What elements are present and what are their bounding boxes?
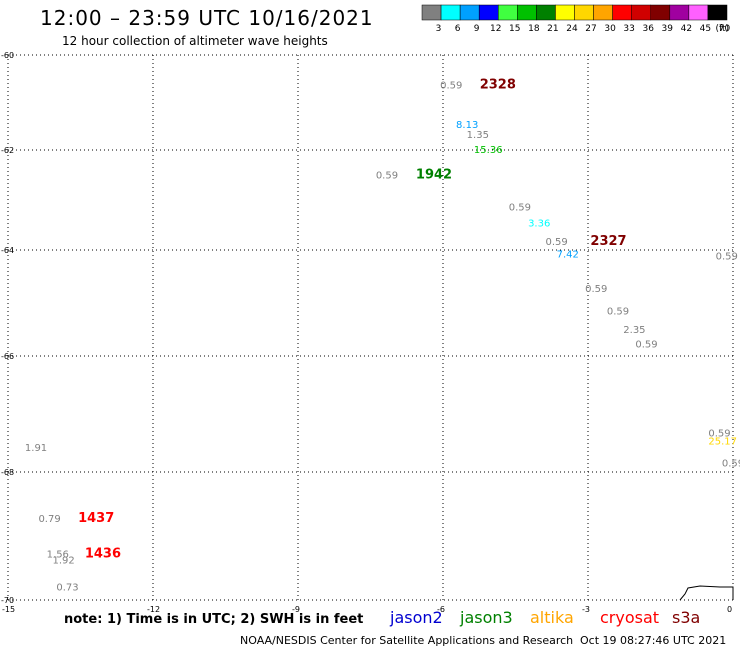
colorbar-label: 27	[585, 24, 596, 34]
satellite-legend-cryosat: cryosat	[600, 608, 660, 627]
lat-tick-label: -66	[1, 352, 14, 361]
lon-tick-label: -15	[2, 605, 15, 614]
satellite-legend-jason3: jason3	[460, 608, 513, 627]
lat-tick-label: -70	[1, 596, 14, 605]
colorbar-unit: (ft)	[715, 24, 729, 34]
colorbar-label: 70	[719, 24, 731, 34]
wave-height-label: 0.59	[545, 237, 567, 248]
wave-height-label: 1.56	[47, 549, 69, 560]
colorbar-label: 45	[700, 24, 711, 34]
wave-height-label: 0.59	[722, 459, 740, 470]
lat-tick-label: -68	[1, 468, 14, 477]
colorbar-swatch	[555, 4, 575, 21]
coastline	[679, 585, 734, 601]
colorbar-label: 12	[490, 24, 501, 34]
colorbar-label: 24	[566, 24, 578, 34]
lon-tick-label: -3	[582, 605, 590, 614]
wave-height-label: 0.59	[708, 429, 730, 440]
wave-height-label: 8.13	[456, 120, 478, 131]
colorbar-swatch	[707, 4, 728, 21]
wave-height-label: 0.59	[585, 284, 607, 295]
pass-time-label: 1436	[85, 546, 121, 561]
observations-layer: 0.59 2328 8.131.35 15.36 0.59 1942 0.59 3.36 0.5…	[25, 77, 740, 593]
wave-height-label: 0.59	[716, 251, 738, 262]
lon-tick-label: -9	[292, 605, 300, 614]
colorbar-label: 6	[455, 24, 461, 34]
colorbar-swatch	[440, 4, 461, 21]
colorbar-swatch	[478, 4, 499, 21]
colorbar-swatch	[631, 4, 651, 21]
color-legend: 3 6 9 12 15 18 21 24 27 30 33 36 39 42 45 70(ft)	[421, 4, 731, 34]
lat-tick-label: -62	[1, 146, 14, 155]
pass-time-label: 1437	[78, 511, 114, 526]
wave-height-label: 0.73	[56, 583, 78, 594]
map-title: 12:00 – 23:59 UTC 10/16/2021	[40, 6, 374, 30]
footer-note: note: 1) Time is in UTC; 2) SWH is in fe…	[64, 612, 364, 627]
colorbar-swatch	[459, 4, 480, 21]
wave-height-label: 0.59	[376, 171, 398, 182]
wave-height-label: 0.79	[38, 514, 60, 525]
wave-height-label: 25.17	[708, 437, 737, 448]
axis-labels: -60 -62 -64 -66 -68 -70-15 -12 -9 -6 -3 0	[1, 51, 732, 614]
satellite-legend-s3a: s3a	[672, 608, 701, 627]
colorbar-swatch	[650, 4, 671, 21]
colorbar-swatch	[536, 4, 556, 21]
lon-tick-label: -12	[147, 605, 160, 614]
wave-height-label: 0.59	[635, 339, 657, 350]
pass-time-label: 2328	[480, 77, 516, 92]
colorbar-label: 15	[509, 24, 520, 34]
satellite-legend-jason2: jason2	[390, 608, 443, 627]
pass-time-label: 1942	[416, 168, 452, 183]
wave-height-label: 3.36	[528, 219, 550, 230]
wave-height-label: 0.59	[509, 203, 531, 214]
colorbar-label: 9	[474, 24, 480, 34]
wave-height-label: 1.92	[52, 556, 74, 567]
lon-tick-label: -6	[437, 605, 445, 614]
wave-height-label: 1.35	[467, 130, 489, 141]
pass-time-label: 2327	[590, 234, 626, 249]
colorbar-swatch	[517, 4, 537, 21]
lat-tick-label: -60	[1, 51, 14, 60]
colorbar-swatch	[688, 4, 709, 21]
colorbar-label: 36	[642, 24, 654, 34]
colorbar-swatch	[498, 4, 518, 21]
map-subtitle: 12 hour collection of altimeter wave hei…	[62, 34, 328, 48]
wave-height-label: 15.36	[474, 145, 503, 156]
wave-height-label: 7.42	[557, 250, 579, 261]
wave-height-label: 2.35	[623, 325, 645, 336]
colorbar-label: 30	[604, 24, 616, 34]
timestamp-text: Oct 19 08:27:46 UTC 2021	[580, 634, 727, 647]
colorbar-label: 21	[547, 24, 558, 34]
satellite-legend-altika: altika	[530, 608, 574, 627]
wave-height-label: 0.59	[607, 306, 629, 317]
colorbar-swatch	[421, 4, 442, 21]
lon-tick-label: 0	[727, 605, 732, 614]
colorbar-label: 42	[681, 24, 692, 34]
colorbar-label: 39	[662, 24, 674, 34]
colorbar-swatch	[574, 4, 594, 21]
wave-height-label: 1.91	[25, 443, 47, 454]
colorbar-label: 33	[623, 24, 634, 34]
credit-text: NOAA/NESDIS Center for Satellite Applica…	[240, 634, 574, 647]
map-grid	[7, 54, 734, 601]
lat-tick-label: -64	[1, 246, 14, 255]
colorbar-label: 18	[528, 24, 540, 34]
colorbar-swatch	[593, 4, 613, 21]
colorbar-label: 3	[436, 24, 442, 34]
wave-height-label: 0.59	[440, 80, 462, 91]
colorbar-swatch	[612, 4, 632, 21]
colorbar-swatch	[669, 4, 690, 21]
